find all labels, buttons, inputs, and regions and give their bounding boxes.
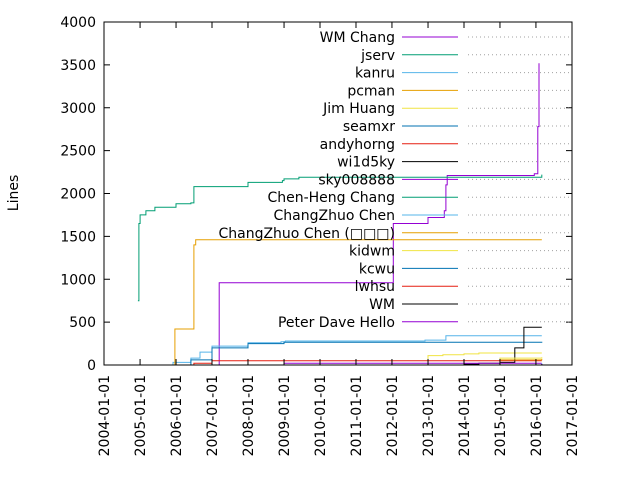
x-tick-label-13: 2017-01-01 [565,375,581,456]
x-tick-label-10: 2014-01-01 [457,375,473,456]
legend-label-11: ChangZhuo Chen (□□□) [218,226,395,242]
legend-label-6: andyhorng [320,137,395,153]
legend-label-13: kcwu [359,261,395,277]
y-tick-label-4: 2000 [60,187,96,203]
y-axis-label: Lines [6,175,22,211]
x-tick-label-2: 2006-01-01 [169,375,185,456]
x-tick-label-12: 2016-01-01 [529,375,545,456]
legend-label-5: seamxr [343,119,395,135]
x-tick-label-1: 2005-01-01 [133,375,149,456]
series-line-5 [176,341,543,366]
legend-label-0: WM Chang [320,30,395,46]
legend-label-9: Chen-Heng Chang [267,190,395,206]
series-line-1 [137,174,543,302]
y-tick-label-7: 3500 [60,58,96,74]
y-tick-label-5: 2500 [60,144,96,160]
x-tick-label-3: 2007-01-01 [205,375,221,456]
x-tick-label-5: 2009-01-01 [277,375,293,456]
legend-label-4: Jim Huang [322,101,395,117]
x-tick-label-11: 2015-01-01 [493,375,509,456]
y-tick-label-6: 3000 [60,101,96,117]
x-tick-label-4: 2008-01-01 [241,375,257,456]
legend-label-2: kanru [355,66,395,82]
y-tick-label-8: 4000 [60,15,96,31]
x-tick-label-6: 2010-01-01 [313,375,329,456]
legend-label-14: lwhsu [355,279,395,295]
legend-label-15: WM [369,297,395,313]
series-line-3 [174,239,542,366]
y-tick-label-3: 1500 [60,229,96,245]
x-tick-label-0: 2004-01-01 [97,375,113,456]
legend-label-10: ChangZhuo Chen [274,208,395,224]
legend-label-3: pcman [347,83,395,99]
series-line-7 [406,326,542,366]
legend-label-16: Peter Dave Hello [278,315,395,331]
legend-label-12: kidwm [349,244,395,260]
x-tick-label-9: 2013-01-01 [421,375,437,456]
legend-label-1: jserv [360,48,395,64]
x-tick-label-7: 2011-01-01 [349,375,365,456]
legend-label-7: wi1d5ky [337,155,395,171]
y-tick-label-0: 0 [87,358,96,374]
series-line-0 [176,63,540,366]
ticks: 0 500 1000 1500 2000 2500 3000 3500 4000 2004-01-… [60,15,581,456]
x-tick-label-8: 2012-01-01 [385,375,401,456]
legend-label-8: sky008888 [318,172,395,188]
y-tick-label-2: 1000 [60,272,96,288]
y-tick-label-1: 500 [69,315,96,331]
